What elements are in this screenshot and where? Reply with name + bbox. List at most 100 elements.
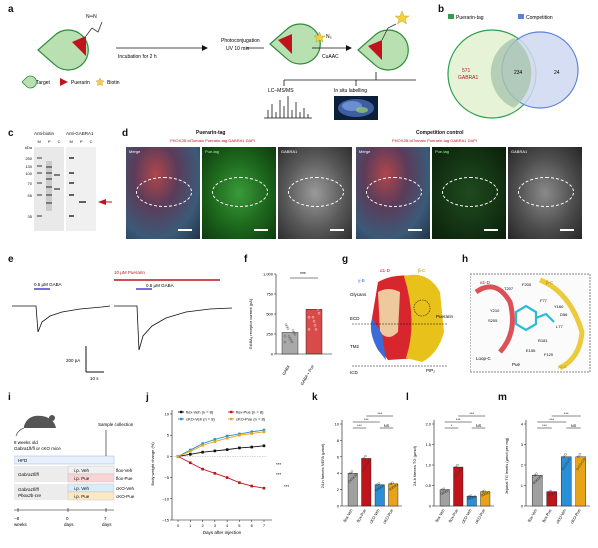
target-bound-icon [269,23,321,65]
m-ytick-label: 0 [521,504,524,509]
marker-130: 130 [25,164,32,169]
target-protein-icon [37,29,89,71]
blot1-title: Anti-biotin [34,131,55,136]
ms-spectrum [264,96,312,119]
h-label-14: Pue [512,362,521,367]
j-point [262,486,266,490]
insitu-text: In situ labelling [334,88,367,94]
legend-puerarin-icon [60,78,68,86]
g-label-tm2: TM2 [350,344,359,349]
g-label-gb: γ-B [358,278,365,283]
j-point [201,467,204,471]
j-point [238,446,241,450]
d-subtitle-1: PHOX2B-tdTomato Puerarin-tag GABRA1 DAPI [170,138,255,143]
panel-label-d: d [122,128,129,139]
e-puerarin-label: 10 μM Puerarin [114,270,145,275]
m-cat-label: cKO-Veh [555,508,567,524]
l-point [468,494,471,498]
lane-label: C [57,139,61,144]
chart-m: Jejunal TG levels (μmol per mg) 0 1 2 3 4 flox… [504,411,590,525]
m-point [568,458,571,461]
m-point [534,480,537,483]
f-point [309,295,313,299]
k-point [350,470,354,473]
k-point [364,454,367,458]
j-point [213,449,217,453]
k-point [388,488,392,491]
j-point [176,455,180,458]
i-tick-1: −8 [14,516,20,521]
marker-35: 35 [27,214,32,219]
i-group-4: cKO-Pue [116,494,135,499]
hfd-bar [14,455,115,465]
j-legend-label: flox-Pue (n = 8) [236,410,264,415]
l-point [457,471,460,475]
i-unit-1: weeks [14,522,28,527]
h-label-6: Y160 [554,304,564,309]
venn-legend-1: Puerarin-tag [456,15,484,21]
m-point [577,455,580,458]
e-scale-y: 200 pA [66,358,80,363]
k-point [348,480,351,483]
l-bar [480,491,491,507]
panel-label-a: a [8,4,14,15]
uv-text: UV 10 min [226,46,250,52]
j-point [213,440,217,443]
m-point [535,472,538,475]
l-cat-label: flox-Veh [434,508,446,523]
band-arrow-icon [98,199,106,205]
m-point [576,467,579,471]
j-xtick-label: 5 [238,523,241,528]
k-point [362,457,366,460]
azide-label: N═N [86,14,97,20]
micro-tile-merge-2: Merge [356,147,430,239]
g-label-a1d: α1-D [380,268,391,273]
j-series-line [177,456,265,489]
j-legend-marker [230,417,233,421]
k-point [376,483,379,486]
m-point [578,453,582,456]
j-point [262,430,266,434]
k-point [375,488,378,492]
chart-f: GABAₐ receptor current (pA) 0 250 500 750 1,… [248,272,332,386]
kda-label: kDa [24,145,32,150]
e-gaba-label-1: 0.5 μM GABA [34,282,62,287]
m-sig-label: *** [542,423,547,428]
j-point [250,430,254,434]
m-point [533,474,537,477]
j-point [238,433,241,437]
k-point [349,472,352,475]
j-series-line [177,429,265,457]
k-point [377,482,381,485]
k-bar [361,458,372,507]
venn-left-gene: GABRA1 [458,75,479,81]
m-point [581,460,584,463]
k-point [351,476,354,480]
f-point [293,333,297,336]
m-bar [575,456,587,507]
l-ytick-label: 0 [429,504,432,509]
k-point [361,469,365,472]
i-treat-4: i.p. Pue [74,494,90,499]
h-label-11: E155 [526,348,536,353]
f-point [283,340,287,344]
f-bar [281,332,299,355]
i-group-1: flox-Veh [116,468,133,473]
i-mouse-line2: Gabra1fl/fl or cKO mice [14,446,61,451]
j-point [225,436,229,440]
j-sig-1: *** [276,462,282,467]
h-label-12: F120 [544,352,554,357]
m-point [539,475,542,478]
western-blots [34,147,112,231]
m-cat-label: flox-Pue [541,507,553,523]
k-point [365,464,368,467]
k-ytick-label: 2 [337,487,340,492]
panel-label-h: h [462,254,469,265]
m-bar [546,491,558,507]
chart-j: Body weight change (%) −15 −10 −5 0 5 10 0 1 2 3… [150,410,290,536]
f-ylabel: GABAₐ receptor current (pA) [248,298,253,349]
legend-biotin-text: Biotin [107,80,120,86]
h-label-2: T207 [504,286,514,291]
